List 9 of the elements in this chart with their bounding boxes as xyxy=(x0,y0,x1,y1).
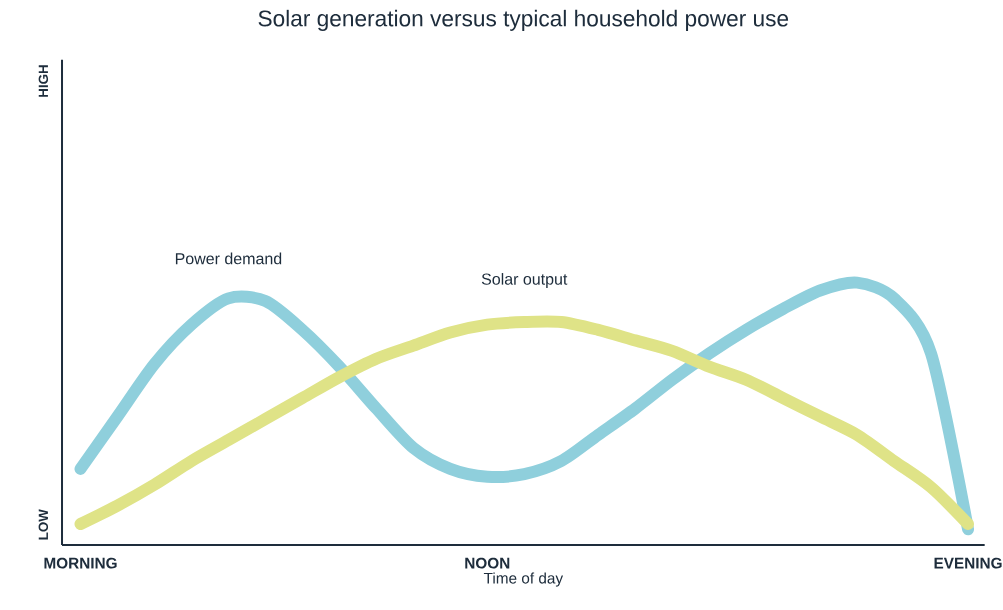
x-tick-label: MORNING xyxy=(44,557,117,569)
text: LOW xyxy=(38,509,49,540)
chart-title: Solar generation versus typical household power use xyxy=(258,9,789,31)
x-tick-label: NOON xyxy=(465,557,510,569)
x-axis-title: Time of day xyxy=(483,572,564,587)
text: HIGH xyxy=(38,65,49,97)
text: Power demand xyxy=(175,252,282,265)
x-tick-label: EVENING xyxy=(934,557,1002,569)
text: Solar output xyxy=(481,273,568,288)
